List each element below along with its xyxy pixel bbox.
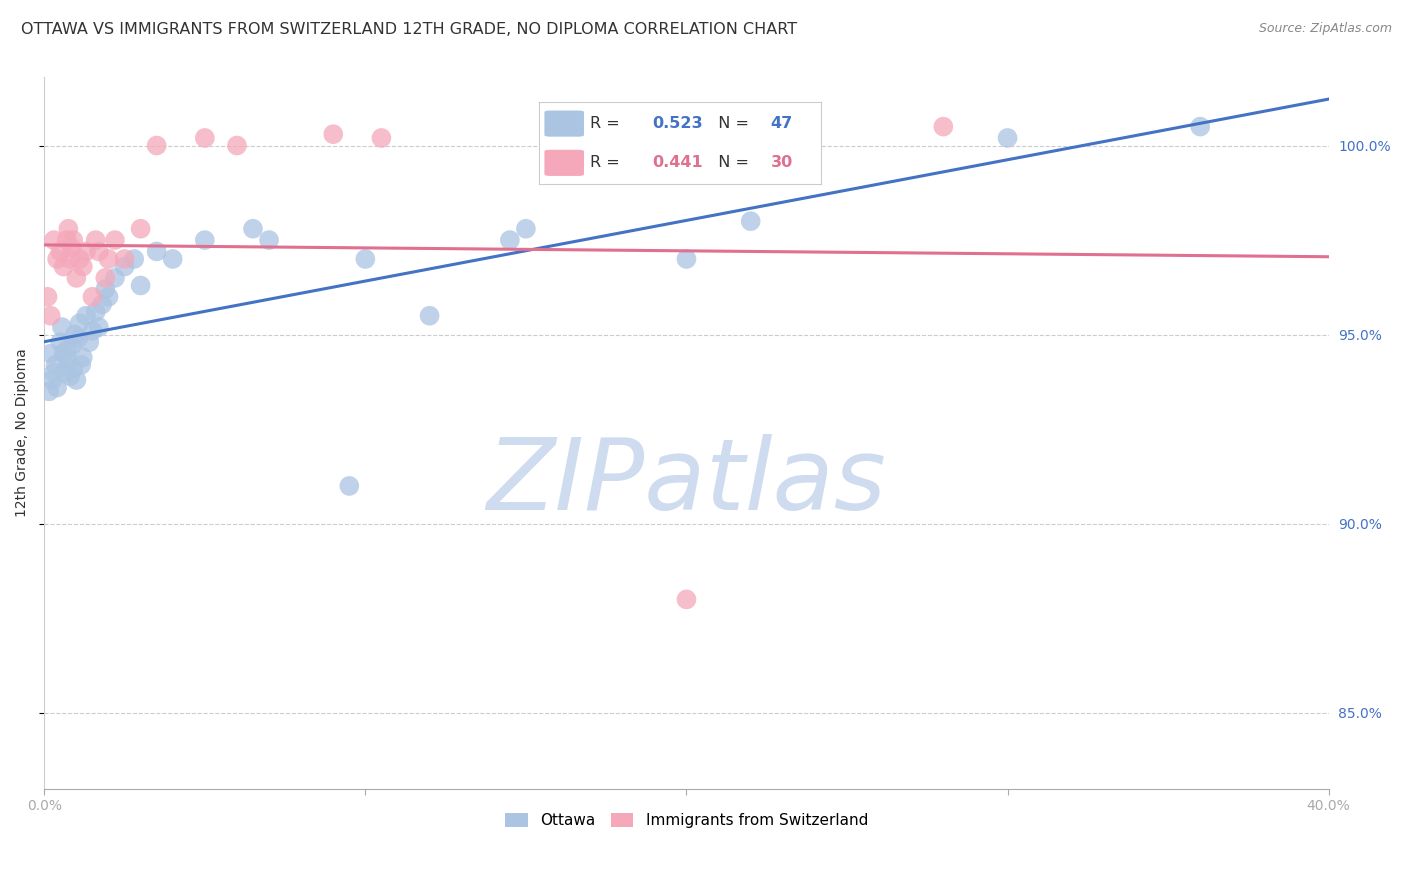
Point [62, 233, 84, 247]
Point [499, 233, 522, 247]
Text: OTTAWA VS IMMIGRANTS FROM SWITZERLAND 12TH GRADE, NO DIPLOMA CORRELATION CHART: OTTAWA VS IMMIGRANTS FROM SWITZERLAND 12… [21, 22, 797, 37]
Point [66, 331, 89, 345]
Point [77, 335, 100, 350]
Text: Source: ZipAtlas.com: Source: ZipAtlas.com [1258, 22, 1392, 36]
Point [84, 305, 107, 319]
Point [257, 233, 280, 247]
Point [52, 346, 75, 360]
Point [62, 361, 84, 376]
Point [104, 233, 127, 247]
Point [515, 221, 537, 235]
Y-axis label: 12th Grade, No Diploma: 12th Grade, No Diploma [15, 349, 30, 517]
Point [122, 252, 145, 266]
Point [82, 324, 104, 338]
Point [42, 366, 65, 380]
Point [60, 339, 83, 353]
Point [75, 309, 97, 323]
Point [932, 120, 955, 134]
Point [91, 297, 114, 311]
Point [41, 373, 63, 387]
Point [39, 309, 62, 323]
Point [39, 346, 62, 360]
Point [51, 320, 73, 334]
Point [84, 233, 107, 247]
Point [87, 244, 110, 259]
Point [419, 309, 441, 323]
Point [242, 221, 264, 235]
Point [354, 252, 377, 266]
Point [37, 290, 59, 304]
Point [55, 343, 77, 357]
Legend: Ottawa, Immigrants from Switzerland: Ottawa, Immigrants from Switzerland [499, 806, 875, 834]
Point [59, 369, 82, 384]
Point [97, 290, 120, 304]
Point [1189, 120, 1212, 134]
Point [337, 479, 360, 493]
Point [42, 233, 65, 247]
Point [63, 327, 86, 342]
Point [194, 131, 217, 145]
Text: ZIPatlas: ZIPatlas [486, 434, 886, 532]
Point [226, 138, 249, 153]
Point [58, 354, 80, 368]
Point [370, 131, 392, 145]
Point [59, 252, 82, 266]
Point [94, 282, 117, 296]
Point [740, 214, 762, 228]
Point [162, 252, 184, 266]
Point [675, 592, 697, 607]
Point [44, 358, 66, 372]
Point [46, 381, 69, 395]
Point [675, 252, 697, 266]
Point [145, 244, 167, 259]
Point [82, 290, 104, 304]
Point [129, 221, 152, 235]
Point [65, 271, 87, 285]
Point [114, 260, 136, 274]
Point [58, 221, 80, 235]
Point [55, 233, 77, 247]
Point [72, 260, 94, 274]
Point [65, 373, 87, 387]
Point [49, 244, 72, 259]
Point [75, 244, 97, 259]
Point [60, 241, 83, 255]
Point [87, 320, 110, 334]
Point [70, 358, 93, 372]
Point [49, 335, 72, 350]
Point [322, 127, 344, 141]
Point [997, 131, 1019, 145]
Point [69, 252, 91, 266]
Point [94, 271, 117, 285]
Point [46, 252, 69, 266]
Point [97, 252, 120, 266]
Point [38, 384, 60, 399]
Point [145, 138, 167, 153]
Point [53, 366, 76, 380]
Point [72, 351, 94, 365]
Point [194, 233, 217, 247]
Point [114, 252, 136, 266]
Point [52, 260, 75, 274]
Point [69, 316, 91, 330]
Point [129, 278, 152, 293]
Point [104, 271, 127, 285]
